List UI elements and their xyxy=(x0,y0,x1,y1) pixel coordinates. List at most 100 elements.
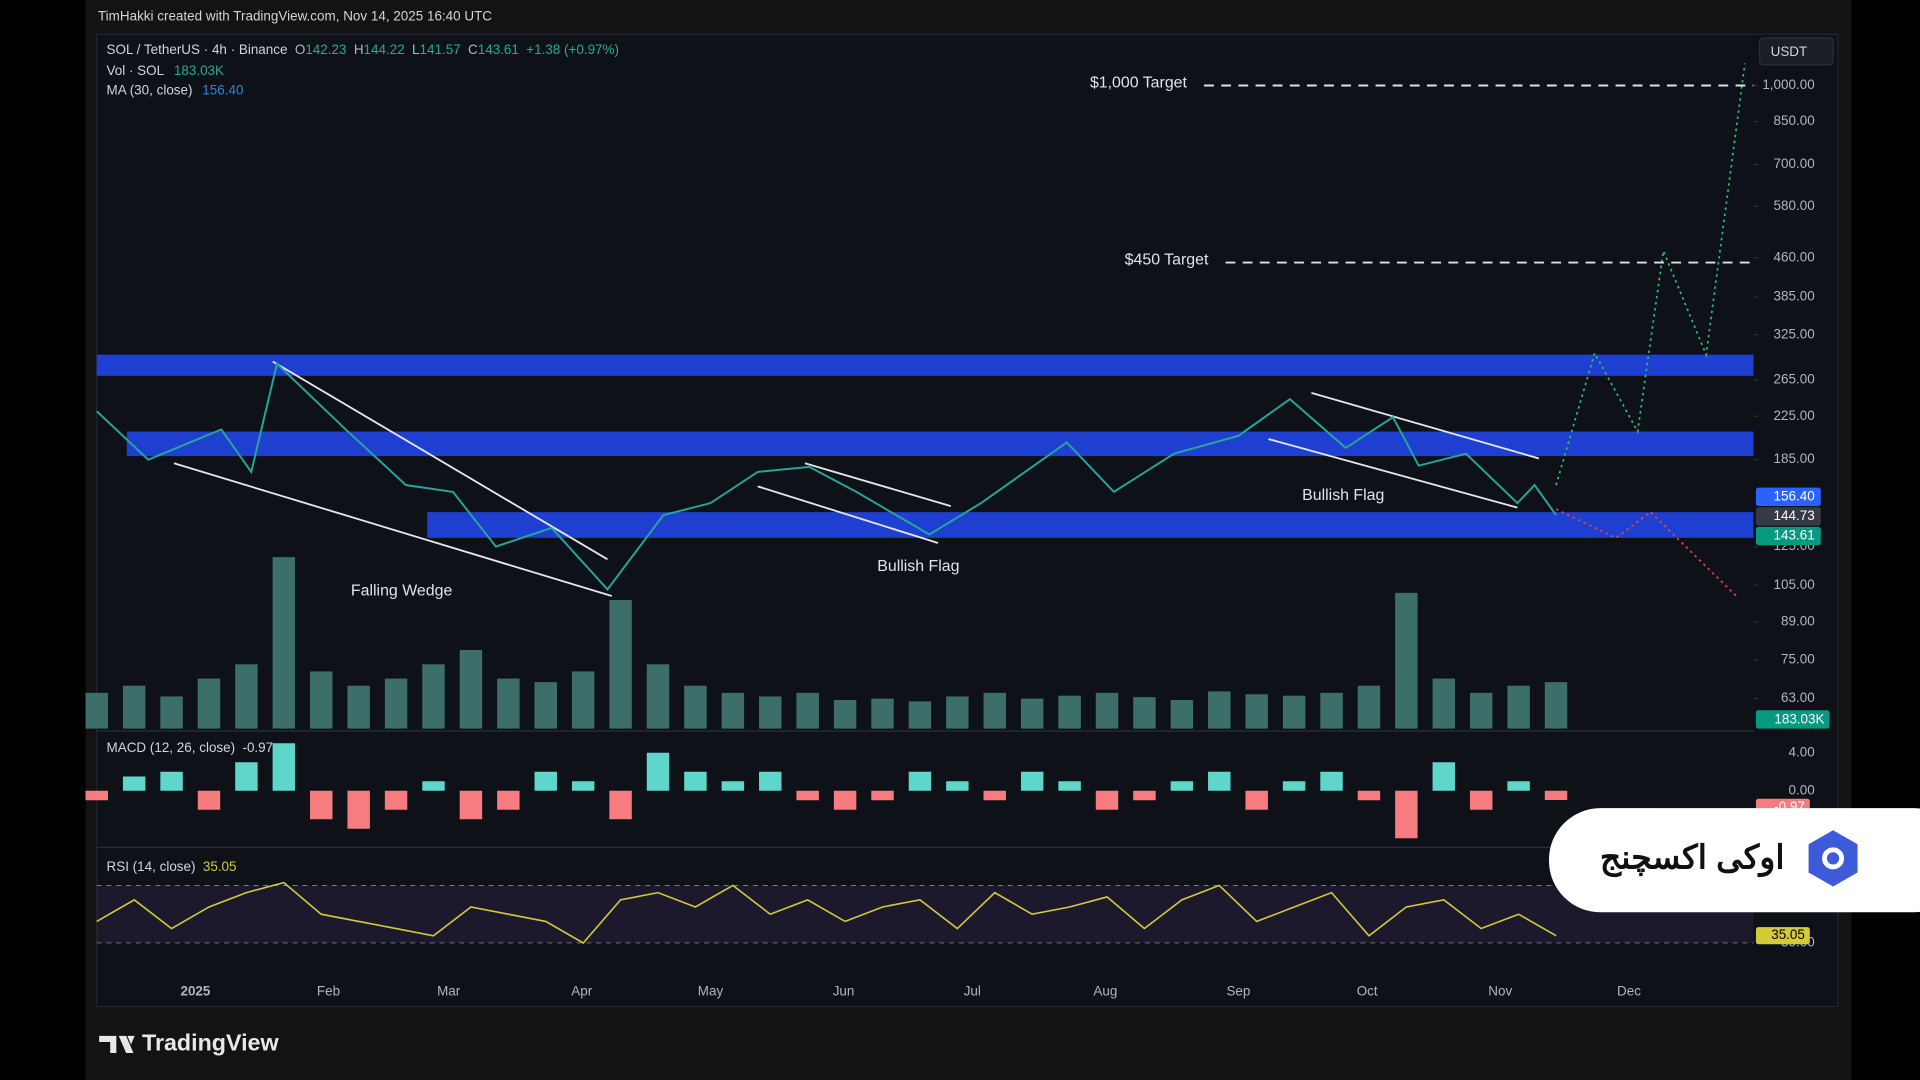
volume-bar xyxy=(235,664,258,729)
volume-bar xyxy=(497,678,520,729)
volume-bar xyxy=(1544,682,1568,729)
projection xyxy=(1555,508,1737,597)
ohlc-value: 142.23 xyxy=(305,42,346,57)
volume-bar xyxy=(833,700,857,729)
macd-bar xyxy=(684,771,707,791)
trendline xyxy=(272,360,608,561)
price-badge-label: 143.61 xyxy=(1774,528,1815,543)
macd-bar xyxy=(1432,762,1456,791)
volume-bar xyxy=(684,685,707,729)
rsi-value: 35.05 xyxy=(203,859,237,874)
price-badge xyxy=(1755,487,1821,507)
macd-bar xyxy=(347,790,370,829)
x-tick-label: Aug xyxy=(1093,983,1117,998)
y-tick-label: 385.00 xyxy=(1774,289,1815,304)
volume-bar xyxy=(1282,695,1306,729)
macd-bar xyxy=(759,771,782,791)
brand-name: اوکی اکسچنج xyxy=(1600,839,1785,877)
volume-bar xyxy=(1170,700,1194,729)
volume-bar xyxy=(721,692,745,729)
y-tick-label: 265.00 xyxy=(1774,372,1815,387)
volume-bar xyxy=(1245,694,1268,729)
y-tick-label: 1,000.00 xyxy=(1762,77,1814,92)
macd-bar xyxy=(1507,781,1530,791)
pattern-label: Bullish Flag xyxy=(1302,487,1384,504)
macd-bar xyxy=(310,790,333,820)
macd-bar xyxy=(534,771,557,791)
x-tick-label: Dec xyxy=(1617,983,1641,998)
volume-bar xyxy=(759,696,782,729)
volume-bar xyxy=(796,692,819,729)
y-tick-label: 325.00 xyxy=(1774,326,1815,341)
volume-bar xyxy=(646,664,670,729)
macd-bar xyxy=(871,790,894,801)
volume-bar xyxy=(1507,685,1530,729)
rsi-badge-label: 35.05 xyxy=(1771,927,1805,942)
symbol: SOL / TetherUS · 4h · Binance xyxy=(107,42,288,57)
header: TimHakki created with TradingView.com, N… xyxy=(98,9,492,24)
price-badge-label: 156.40 xyxy=(1774,488,1815,503)
macd-value: -0.97 xyxy=(242,740,273,755)
ohlc-key: O xyxy=(295,42,305,57)
macd-bar xyxy=(1320,771,1343,791)
x-tick-label: Sep xyxy=(1226,983,1250,998)
price-badge xyxy=(1755,507,1821,526)
volume-bar xyxy=(571,671,595,729)
macd-tick-label: 0.00 xyxy=(1789,782,1815,797)
volume-bar xyxy=(534,682,557,729)
logo-text: TradingView xyxy=(142,1030,279,1056)
x-tick-label: Oct xyxy=(1357,983,1378,998)
volume-badge xyxy=(1755,710,1830,729)
volume-bar xyxy=(1395,592,1418,729)
y-tick-label: 185.00 xyxy=(1774,451,1815,466)
volume-bar xyxy=(422,664,445,729)
macd-bar xyxy=(946,781,969,791)
rsi-legend: RSI (14, close) 35.05 xyxy=(107,859,237,874)
macd-bar xyxy=(1544,790,1568,800)
macd-bar xyxy=(609,790,632,820)
macd-bar xyxy=(1170,781,1194,791)
macd-bar xyxy=(646,752,670,791)
volume-value: 183.03K xyxy=(174,63,224,78)
x-tick-label: May xyxy=(698,983,724,998)
pattern-label: Falling Wedge xyxy=(351,583,453,600)
trendline xyxy=(804,462,952,508)
x-tick-label: Jul xyxy=(964,983,981,998)
ohlc-key: H xyxy=(354,42,364,57)
macd-bar xyxy=(908,771,932,791)
macd-title: MACD (12, 26, close) xyxy=(107,740,236,755)
volume-bar xyxy=(459,650,483,729)
macd-tick-label: 4.00 xyxy=(1789,744,1815,759)
macd-bar xyxy=(497,790,520,810)
change: +1.38 (+0.97%) xyxy=(526,42,619,57)
x-tick-label: Nov xyxy=(1488,983,1512,998)
volume-bar xyxy=(1357,685,1381,729)
macd-bar xyxy=(1395,790,1418,839)
y-tick-label: 63.00 xyxy=(1781,690,1815,705)
macd-bar xyxy=(422,781,445,791)
macd-bar xyxy=(1095,790,1119,810)
y-tick-label: 89.00 xyxy=(1781,613,1815,628)
rsi-line xyxy=(96,881,1557,944)
macd-bar xyxy=(1245,790,1268,810)
macd-bar xyxy=(459,790,483,820)
trendline xyxy=(1311,391,1540,460)
y-tick-label: 225.00 xyxy=(1774,408,1815,423)
currency-box xyxy=(1758,37,1834,66)
x-tick-label: Mar xyxy=(437,983,461,998)
volume-bar xyxy=(1058,695,1081,729)
macd-bar xyxy=(983,790,1006,801)
trendline xyxy=(173,462,613,597)
volume-bar xyxy=(1432,678,1456,729)
zone xyxy=(427,512,1754,538)
macd-bar xyxy=(1469,790,1493,810)
volume-badge-label: 183.03K xyxy=(1774,712,1824,727)
x-tick-label: 2025 xyxy=(180,983,210,998)
y-tick-label: 700.00 xyxy=(1774,156,1815,171)
volume-bar xyxy=(1320,692,1343,729)
macd-bar xyxy=(122,776,146,791)
volume-bar xyxy=(122,685,146,729)
ma-key: MA (30, close) xyxy=(107,82,193,97)
